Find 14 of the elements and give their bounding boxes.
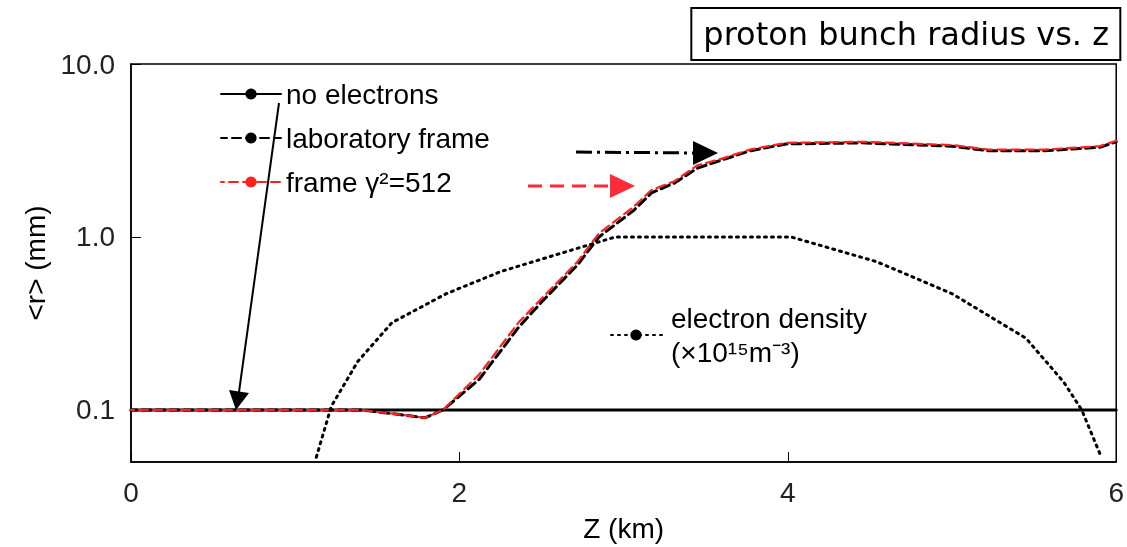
x-tick-label: 0 [123,476,139,508]
y-tick-label: 0.1 [76,394,115,426]
x-axis-title: Z (km) [583,512,665,544]
y-axis-title: <r> (mm) [20,205,52,321]
x-tick-label: 6 [1108,476,1124,508]
x-tick-label: 4 [780,476,796,508]
legend-label: laboratory frame [286,122,490,154]
chart-title: proton bunch radius vs. z [703,15,1109,53]
x-tick-label: 2 [451,476,468,508]
y-tick-label: 10.0 [60,48,115,80]
legend-label: electron density (×10¹⁵m⁻³) [671,302,868,368]
legend-label: frame γ²=512 [286,166,452,198]
legend-label: no electrons [286,78,439,110]
y-tick-label: 1.0 [76,221,115,253]
